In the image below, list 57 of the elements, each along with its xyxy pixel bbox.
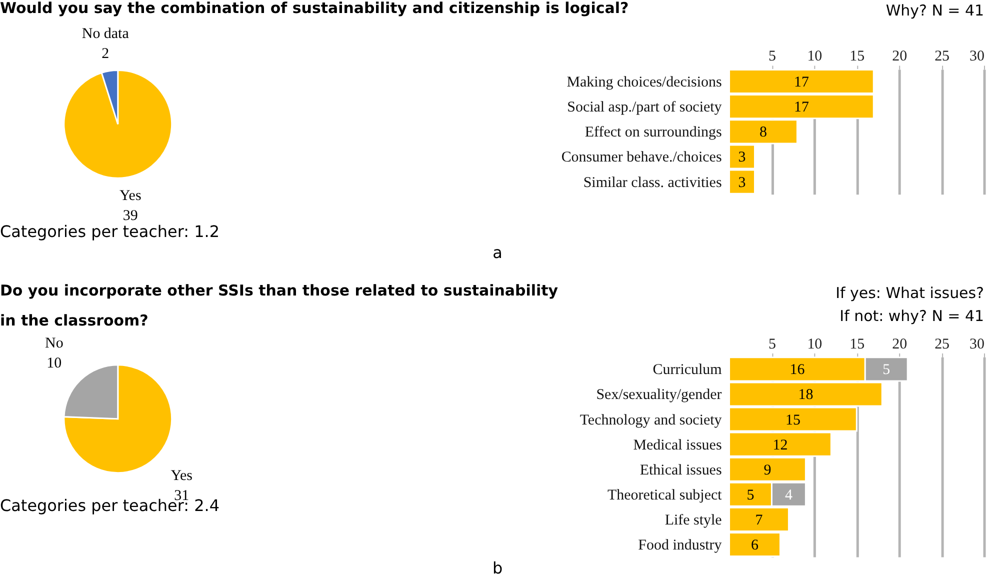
x-tick-label: 30 [970,336,985,352]
x-tick-label: 5 [768,336,776,352]
data-label: 4 [784,487,793,504]
x-tick-label: 30 [970,48,985,65]
data-label: 16 [790,362,806,378]
data-label: 12 [772,437,788,454]
slice-label: No data [82,26,130,42]
text: Would you say the combination of sustainability and citizenship is logical? [0,0,629,18]
data-label: 3 [738,174,746,191]
x-tick-label: 10 [807,336,822,352]
text: b [492,558,503,578]
data-label: 7 [755,512,764,528]
slice-label: Yes [119,188,142,204]
pie-slice [63,69,173,179]
data-label: 10 [46,356,62,372]
y-tick-label: Effect on surroundings [584,124,722,141]
chart-title: If yes: What issues? [836,284,984,302]
data-label: 17 [794,100,810,116]
y-tick-label: Curriculum [652,362,722,378]
data-label: 39 [122,208,138,224]
data-label: 8 [759,124,767,141]
text: Do you incorporate other SSIs than those related to sustainability in the classroom? [0,282,558,330]
y-tick-label: Theoretical subject [607,487,723,504]
x-tick-label: 25 [934,48,950,65]
y-tick-label: Social asp./part of society [567,100,722,116]
chart-title: Why? N = 41 [886,1,984,20]
slice-label: No [45,336,64,352]
x-tick-label: 20 [892,48,908,65]
x-tick-label: 20 [892,336,908,352]
x-tick-label: 15 [850,336,865,352]
text: Categories per teacher: 1.2 [0,222,220,242]
data-label: 15 [785,412,800,428]
y-tick-label: Sex/sexuality/gender [596,387,722,404]
pie-slice [63,364,173,474]
data-label: 5 [882,362,890,378]
data-label: 17 [794,74,810,90]
x-tick-label: 5 [768,48,776,65]
slice-label: Yes [170,468,193,484]
x-tick-label: 10 [807,48,822,65]
y-tick-label: Ethical issues [640,462,722,478]
x-tick-label: 25 [934,336,950,352]
data-label: 5 [746,487,754,504]
y-tick-label: Consumer behave./choices [561,150,722,166]
y-tick-label: Similar class. activities [583,174,722,191]
data-label: 3 [738,150,746,166]
y-tick-label: Medical issues [633,437,722,454]
y-tick-label: Technology and society [580,412,722,428]
data-label: 6 [751,537,759,554]
data-label: 18 [798,387,814,404]
text: a [492,243,502,262]
y-tick-label: Making choices/decisions [566,74,722,90]
y-tick-label: Life style [664,512,722,528]
data-label: 9 [764,462,772,478]
y-tick-label: Food industry [638,537,722,554]
chart-subtitle: If not: why? N = 41 [840,306,984,325]
data-label: 2 [102,46,110,62]
x-tick-label: 15 [850,48,865,65]
